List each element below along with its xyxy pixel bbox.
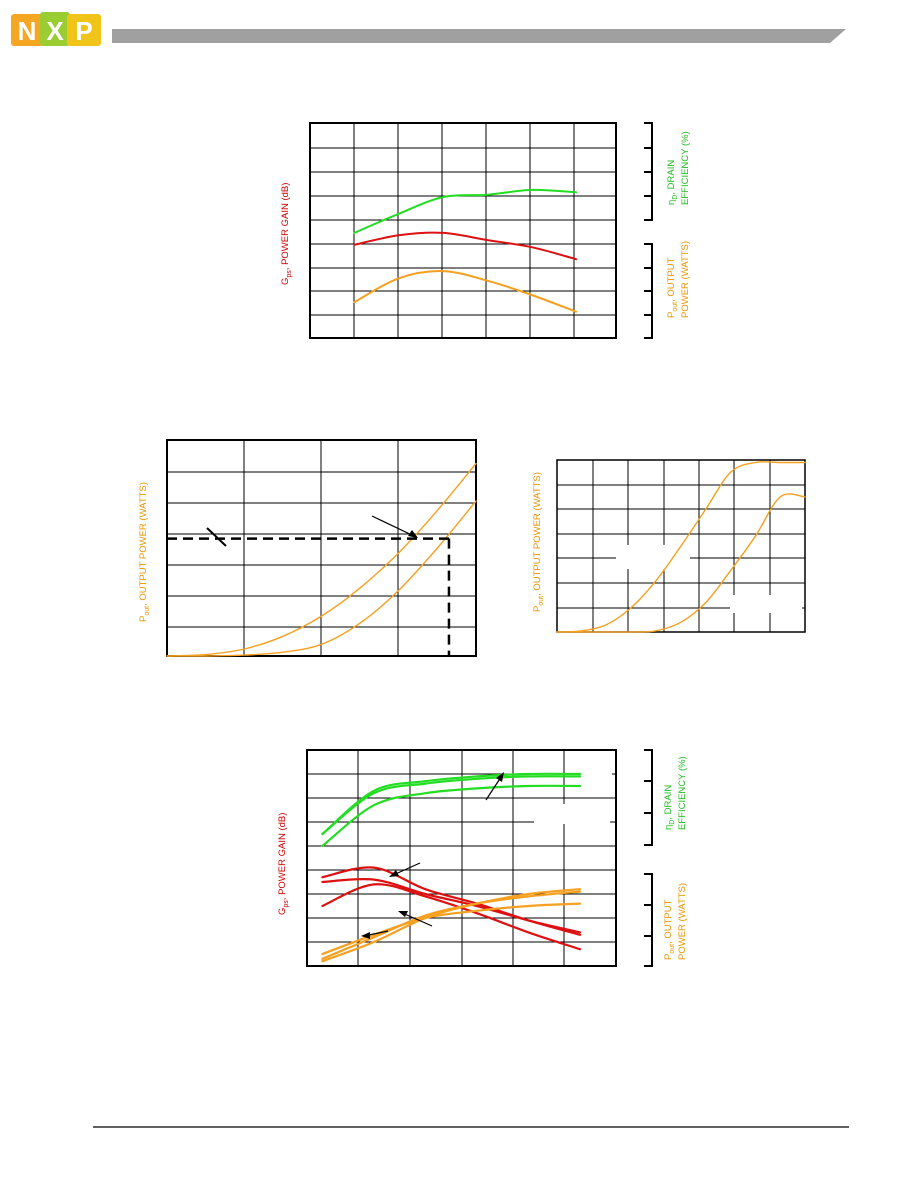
chart4-series-green-1 [321,775,582,836]
chart4-pointer-pout-head [398,911,408,917]
chart2-series-orange-0 [166,462,477,657]
chart3-frame [556,459,806,633]
chart4-pointer-gain-head [389,870,399,877]
chart2-ref-pointer [206,527,227,547]
chart1: Gps, POWER GAIN (dB) ηD, DRAIN EFFICIENC… [280,122,691,339]
logo-block-x [40,12,70,46]
chart2-ylabel: Pout, OUTPUT POWER (WATTS) [138,482,151,622]
chart1-series-green-0 [353,188,578,234]
chart2-series-orange-1 [166,500,477,657]
chart4-grid [307,750,616,966]
chart2-curve-pointer-head [408,530,418,538]
chart3-legend-blank-1 [616,545,690,569]
chart4-pout-label-line2: POWER (WATTS) [677,883,688,960]
chart4-pout-label-line1: Pout, OUTPUT [663,899,676,960]
chart1-left-label: Gps, POWER GAIN (dB) [280,183,293,285]
chart3-ylabel: Pout, OUTPUT POWER (WATTS) [532,472,545,612]
logo-letter-p: P [75,16,92,46]
chart2-series [166,462,477,657]
chart4-series [321,772,582,963]
nxp-logo: N X P [11,12,101,46]
chart1-right-bracket-pout [644,243,653,339]
chart2: Pout, OUTPUT POWER (WATTS) [138,439,477,657]
chart1-frame [309,122,617,339]
chart4-right-bracket-efficiency [644,749,653,846]
chart4-series-red-4 [321,877,582,934]
chart1-series-orange-2 [353,270,578,313]
chart2-grid [167,440,476,656]
chart4-series-green-2 [321,784,582,848]
chart1-efficiency-label-line2: EFFICIENCY (%) [680,131,691,205]
logo-letter-n: N [18,16,37,46]
chart1-pout-label-line2: POWER (WATTS) [680,241,691,318]
logo-letter-x: X [46,16,64,46]
logo-block-p [67,14,101,46]
chart4-series-orange-7 [321,890,582,960]
chart4-efficiency-label-line1: ηD, DRAIN [663,785,676,830]
chart3: Pout, OUTPUT POWER (WATTS) [532,459,806,633]
chart2-reference-lines [167,537,451,656]
chart3-legend-blank-2 [730,595,802,613]
chart4-pointer-pout-low-head [361,932,370,939]
chart1-series [353,188,578,313]
chart1-efficiency-label-line1: ηD, DRAIN [666,160,679,205]
chart4: Gps, POWER GAIN (dB) ηD, DRAIN EFFICIENC… [277,749,688,967]
chart1-right-bracket-efficiency [644,122,653,221]
chart2-curve-pointer [371,515,417,538]
chart4-legend-blank-1 [534,804,610,824]
logo-block-n [11,14,43,46]
chart3-series-orange-1 [556,493,806,633]
chart3-series-orange-0 [556,461,806,633]
chart4-series-green-0 [321,772,582,836]
header-bar [112,29,846,43]
chart1-grid [310,123,616,338]
chart4-pointer-efficiency-head [496,772,504,782]
chart4-right-bracket-pout [644,873,653,967]
chart4-legend-blank-2 [566,764,612,780]
chart1-series-red-1 [353,231,578,261]
chart4-efficiency-label-line2: EFFICIENCY (%) [677,756,688,830]
chart4-series-red-5 [321,883,582,951]
chart1-pout-label-line1: Pout, OUTPUT [666,257,679,318]
chart4-left-label: Gps, POWER GAIN (dB) [277,813,290,915]
chart3-series [556,461,806,633]
